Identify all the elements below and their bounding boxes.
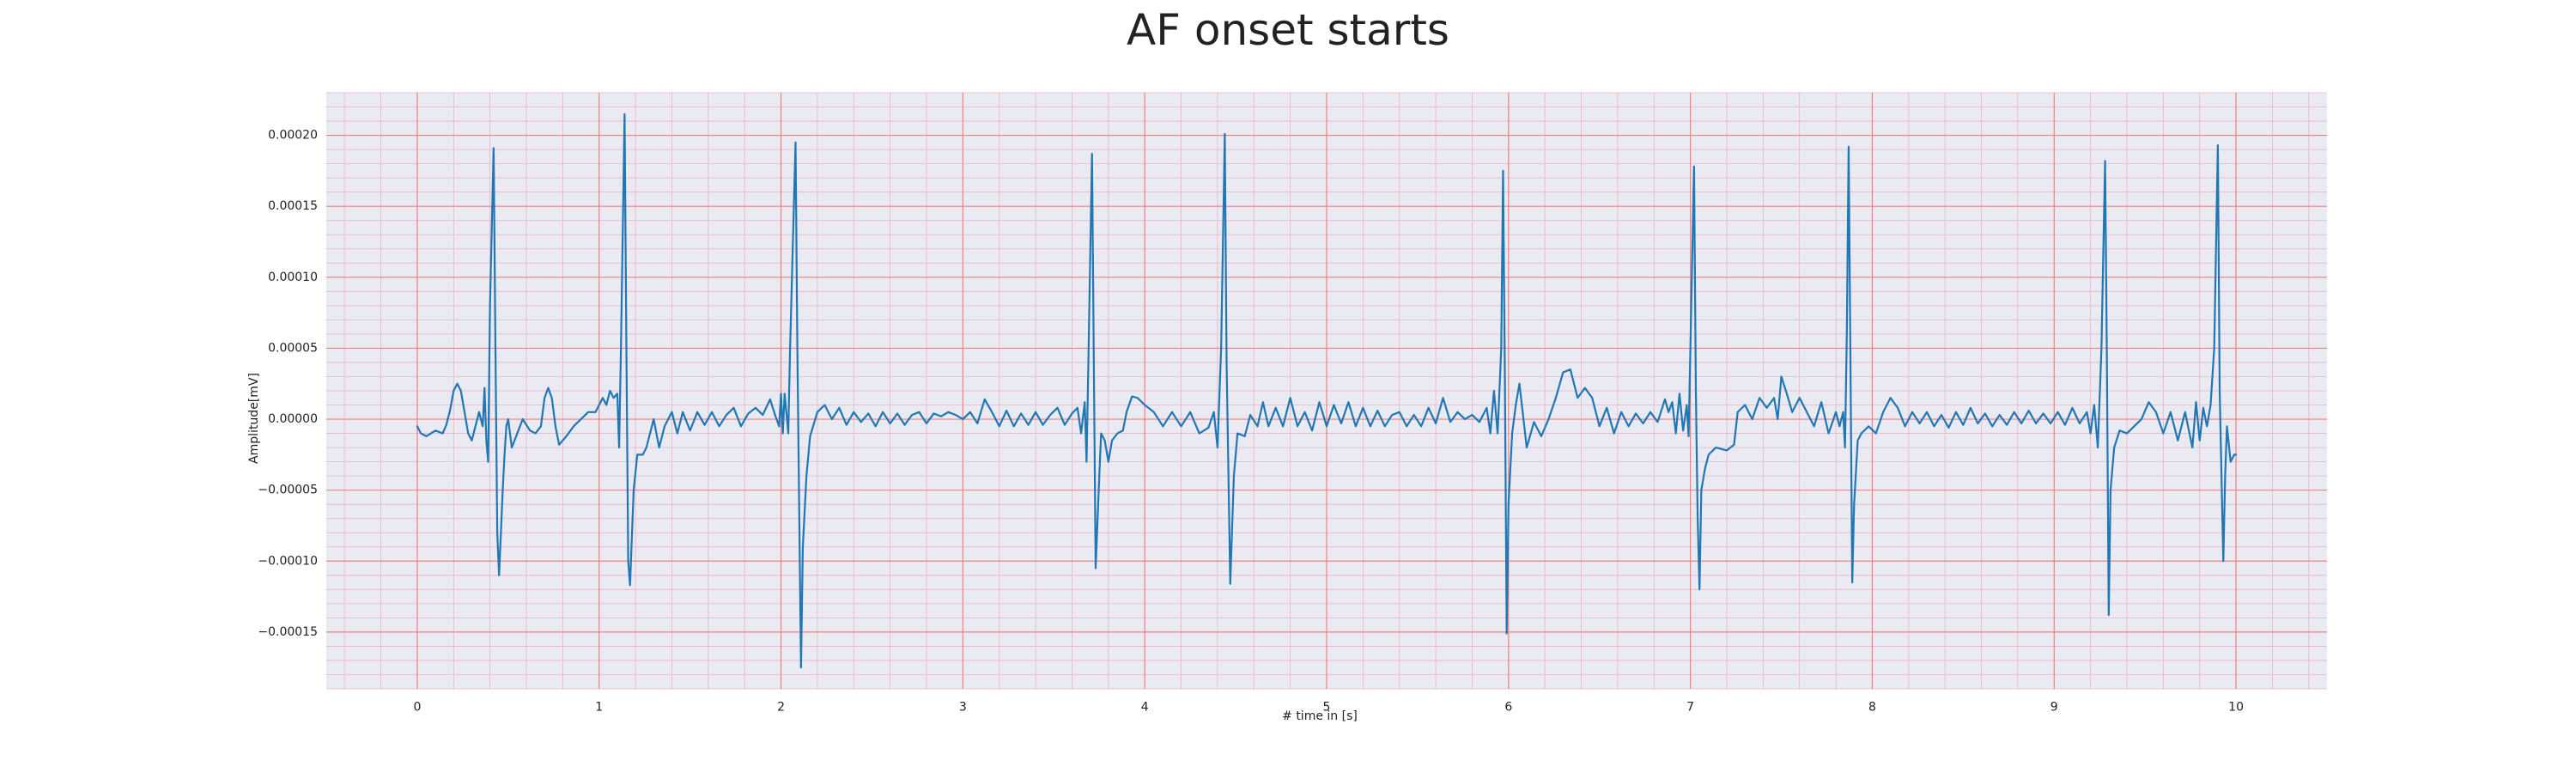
x-tick-label: 7	[1686, 701, 1694, 715]
x-tick-label: 0	[413, 701, 421, 715]
x-tick-label: 8	[1868, 701, 1876, 715]
y-tick-label: −0.00015	[258, 625, 318, 639]
y-axis-label: Amplitude[mV]	[247, 373, 261, 464]
x-axis-label: # time in [s]	[1282, 709, 1358, 723]
x-tick-label: 4	[1141, 701, 1149, 715]
y-tick-label: −0.00010	[258, 554, 318, 568]
major-grid	[326, 93, 2327, 689]
y-tick-label: −0.00005	[258, 484, 318, 497]
x-tick-label: 3	[959, 701, 967, 715]
y-tick-label: 0.00015	[268, 199, 318, 213]
y-tick-label: 0.00020	[268, 129, 318, 143]
x-tick-label: 10	[2228, 701, 2244, 715]
chart-title: AF onset starts	[1127, 5, 1449, 55]
ecg-signal-line	[416, 113, 2238, 669]
x-tick-label: 1	[595, 701, 603, 715]
x-tick-label: 6	[1504, 701, 1512, 715]
y-tick-label: 0.00000	[268, 412, 318, 426]
x-tick-label: 5	[1323, 701, 1331, 715]
y-tick-labels: −0.00015 −0.00010 −0.00005 0.00000 0.00005 0.…	[258, 129, 318, 639]
x-tick-labels: 0 1 2 3 4 5 6 7 8 9 10	[413, 701, 2244, 715]
x-tick-label: 9	[2050, 701, 2058, 715]
x-tick-label: 2	[777, 701, 785, 715]
y-tick-label: 0.00005	[268, 341, 318, 355]
y-tick-label: 0.00010	[268, 271, 318, 284]
